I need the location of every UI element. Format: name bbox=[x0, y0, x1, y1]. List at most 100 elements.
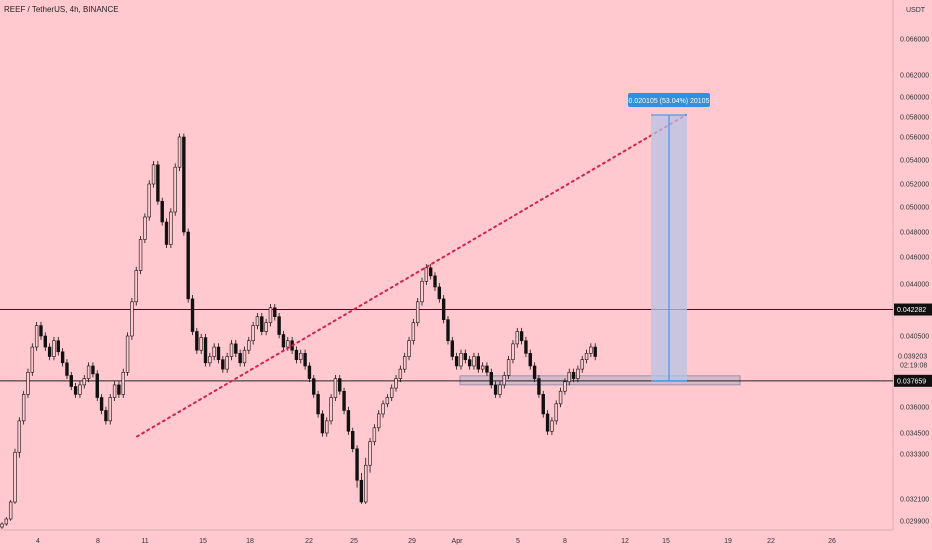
candle-body bbox=[506, 359, 511, 376]
x-tick-label: 11 bbox=[141, 538, 148, 545]
candle-body bbox=[424, 267, 429, 282]
candle-body bbox=[73, 386, 78, 395]
candle-body bbox=[234, 343, 238, 354]
candle-body bbox=[558, 390, 563, 405]
candle-body bbox=[355, 448, 359, 481]
y-tick-label: 0.066000 bbox=[900, 37, 929, 44]
candle-body bbox=[593, 346, 597, 357]
dotted-trendline[interactable] bbox=[136, 114, 687, 438]
candle-body bbox=[147, 183, 151, 218]
candle-body bbox=[329, 397, 333, 422]
candle-body bbox=[21, 394, 26, 422]
level-price-tag bbox=[894, 374, 932, 387]
candle-body bbox=[121, 371, 125, 395]
candle-body bbox=[407, 340, 411, 357]
candle-body bbox=[381, 403, 385, 415]
candle-body bbox=[463, 353, 468, 360]
candle-body bbox=[52, 340, 56, 357]
candle-body bbox=[467, 359, 472, 367]
candle-body bbox=[160, 200, 164, 223]
candle-body bbox=[450, 340, 455, 357]
candle-body bbox=[273, 307, 277, 317]
candle-body bbox=[294, 349, 299, 360]
candle-body bbox=[47, 346, 52, 357]
candle-body bbox=[281, 334, 286, 348]
candle-body bbox=[325, 420, 329, 434]
horizontal-levels[interactable]: 0.042282 0.037659 bbox=[0, 303, 932, 387]
candle-body bbox=[177, 136, 182, 168]
candle-body bbox=[541, 394, 545, 415]
candle-body bbox=[589, 346, 593, 354]
x-tick-label: 22 bbox=[305, 538, 313, 545]
y-tick-label: 0.033300 bbox=[900, 452, 929, 459]
x-tick-label: 26 bbox=[828, 538, 836, 545]
price-axis-unit: USDT bbox=[906, 7, 926, 14]
candle-body bbox=[39, 325, 43, 337]
candle-body bbox=[30, 346, 35, 373]
y-tick-label: 0.054000 bbox=[900, 158, 929, 165]
y-tick-label: 0.032100 bbox=[900, 497, 929, 504]
y-axis-ticks: 0.029900 0.032100 0.033300 0.034500 0.036000… bbox=[900, 37, 929, 526]
candle-body bbox=[0, 523, 4, 528]
candle-body bbox=[91, 365, 95, 375]
candle-body bbox=[251, 325, 255, 342]
x-tick-label: 8 bbox=[563, 538, 567, 545]
candle-body bbox=[437, 286, 442, 300]
candle-body bbox=[242, 349, 247, 364]
candle-body bbox=[428, 267, 433, 277]
candle-body bbox=[299, 353, 303, 360]
y-tick-label: 0.029900 bbox=[900, 519, 929, 526]
candle-body bbox=[138, 239, 143, 271]
x-axis-ticks: 4 8 11 15 18 22 25 29 Apr 5 8 12 15 19 22 26 bbox=[36, 538, 836, 545]
candle-countdown: 02:19:08 bbox=[900, 362, 927, 369]
x-tick-label: 22 bbox=[767, 538, 775, 545]
candle-body bbox=[364, 464, 368, 503]
y-tick-label: 0.046000 bbox=[900, 255, 929, 262]
measure-label: 0.020105 (53.04%) 20105 bbox=[629, 98, 710, 105]
candle-body bbox=[385, 397, 390, 405]
x-tick-label: 19 bbox=[724, 538, 732, 545]
candle-body bbox=[584, 353, 589, 360]
candle-body bbox=[515, 331, 519, 345]
candle-body bbox=[169, 211, 173, 245]
candle-body bbox=[151, 164, 156, 185]
candle-body bbox=[95, 373, 99, 398]
candle-body bbox=[156, 164, 160, 202]
price-range-measure[interactable]: 0.020105 (53.04%) 20105 bbox=[628, 93, 710, 382]
candle-body bbox=[199, 337, 203, 351]
candle-body bbox=[65, 362, 69, 376]
candle-body bbox=[498, 384, 502, 395]
candle-body bbox=[359, 479, 364, 503]
y-tick-label: 0.040500 bbox=[900, 334, 929, 341]
candle-body bbox=[17, 420, 22, 453]
candle-body bbox=[264, 322, 268, 332]
candle-body bbox=[567, 371, 571, 383]
candle-body bbox=[125, 335, 130, 373]
y-tick-label: 0.058000 bbox=[900, 115, 929, 122]
candle-body bbox=[411, 322, 416, 342]
trendline-drawing[interactable] bbox=[136, 114, 687, 438]
x-tick-label: 8 bbox=[96, 538, 100, 545]
last-price-marker: 0.039203 02:19:08 bbox=[895, 349, 932, 371]
candle-body bbox=[182, 136, 186, 233]
x-tick-label: Apr bbox=[452, 538, 464, 545]
candle-body bbox=[420, 280, 424, 303]
candle-body bbox=[247, 340, 251, 351]
candle-body bbox=[225, 356, 229, 370]
candle-body bbox=[338, 378, 342, 392]
candle-body bbox=[260, 316, 264, 332]
candle-body bbox=[69, 375, 73, 387]
chart-title: REEF / TetherUS, 4h, BINANCE bbox=[4, 5, 119, 14]
candle-body bbox=[346, 410, 351, 432]
candle-body bbox=[489, 371, 493, 386]
candle-body bbox=[255, 316, 260, 326]
candle-body bbox=[316, 394, 320, 415]
candle-body bbox=[203, 337, 208, 364]
x-tick-label: 25 bbox=[350, 538, 358, 545]
candle-body bbox=[78, 384, 82, 395]
candle-body bbox=[394, 378, 398, 389]
last-price-tag bbox=[895, 349, 932, 371]
candle-body bbox=[563, 381, 567, 392]
